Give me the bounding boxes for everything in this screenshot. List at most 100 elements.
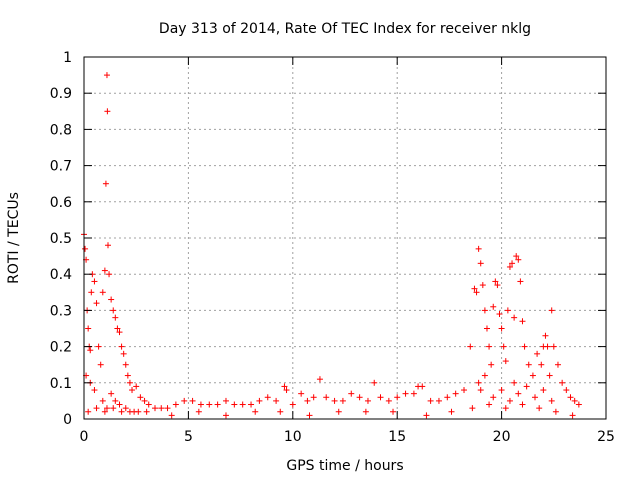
plot-frame	[83, 56, 607, 420]
data-point	[306, 412, 313, 419]
data-point	[469, 405, 476, 412]
data-point	[548, 307, 555, 314]
data-point	[104, 108, 111, 115]
data-point	[85, 408, 92, 415]
data-point	[99, 397, 106, 404]
data-point	[571, 397, 578, 404]
data-point	[523, 383, 530, 390]
data-point	[546, 372, 553, 379]
x-tick-label: 0	[80, 429, 89, 445]
x-tick-label: 20	[493, 429, 511, 445]
data-point	[486, 343, 493, 350]
data-point	[563, 387, 570, 394]
data-point	[410, 390, 417, 397]
data-point	[137, 394, 144, 401]
data-point	[135, 408, 142, 415]
data-point	[316, 376, 323, 383]
y-tick-label: 0.7	[50, 159, 72, 175]
data-point	[544, 343, 551, 350]
data-point	[452, 390, 459, 397]
data-point	[519, 318, 526, 325]
data-point	[515, 256, 522, 263]
data-point	[461, 387, 468, 394]
data-point	[151, 405, 158, 412]
data-point	[502, 358, 509, 365]
data-point	[511, 314, 518, 321]
data-point	[552, 408, 559, 415]
data-point	[364, 397, 371, 404]
data-point	[93, 405, 100, 412]
data-point	[91, 387, 98, 394]
data-point	[498, 387, 505, 394]
data-point	[486, 401, 493, 408]
data-point	[277, 408, 284, 415]
data-point	[483, 325, 490, 332]
data-point	[122, 405, 129, 412]
data-point	[575, 401, 582, 408]
data-point	[490, 394, 497, 401]
data-point	[427, 397, 434, 404]
data-point	[504, 307, 511, 314]
data-point	[475, 245, 482, 252]
y-tick-labels: 0 0.1 0.2 0.3 0.4 0.5 0.6 0.7 0.8 0.9 1	[50, 50, 72, 428]
data-point	[362, 408, 369, 415]
data-point	[116, 401, 123, 408]
data-point	[479, 282, 486, 289]
data-point	[331, 397, 338, 404]
data-point	[95, 343, 102, 350]
data-point	[513, 253, 520, 260]
data-point	[511, 379, 518, 386]
data-point	[517, 278, 524, 285]
y-tick-label: 0.5	[50, 231, 72, 247]
data-point	[222, 397, 229, 404]
data-point	[448, 408, 455, 415]
data-point	[116, 329, 123, 336]
y-axis-label: ROTI / TECUs	[6, 192, 22, 284]
data-point	[133, 383, 140, 390]
data-point	[101, 408, 108, 415]
data-point	[91, 278, 98, 285]
data-point	[222, 412, 229, 419]
data-point	[477, 260, 484, 267]
data-point	[335, 408, 342, 415]
data-point	[85, 325, 92, 332]
y-tick-label: 0	[63, 412, 72, 428]
data-points	[81, 72, 582, 419]
data-point	[394, 394, 401, 401]
data-point	[419, 383, 426, 390]
data-point	[323, 394, 330, 401]
data-point	[310, 394, 317, 401]
data-point	[298, 390, 305, 397]
data-point	[126, 408, 133, 415]
data-point	[172, 401, 179, 408]
data-point	[498, 325, 505, 332]
data-point	[402, 390, 409, 397]
data-point	[490, 303, 497, 310]
data-point	[264, 394, 271, 401]
data-point	[231, 401, 238, 408]
data-point	[481, 307, 488, 314]
data-point	[108, 390, 115, 397]
data-point	[371, 379, 378, 386]
data-point	[168, 412, 175, 419]
y-tick-label: 0.8	[50, 122, 72, 138]
data-point	[348, 390, 355, 397]
data-point	[492, 278, 499, 285]
data-point	[239, 401, 246, 408]
data-point	[521, 343, 528, 350]
data-point	[129, 387, 136, 394]
data-point	[114, 325, 121, 332]
grid	[84, 57, 606, 419]
data-point	[197, 401, 204, 408]
data-point	[87, 347, 94, 354]
data-point	[554, 361, 561, 368]
data-point	[444, 394, 451, 401]
data-point	[88, 289, 95, 296]
x-axis-label: GPS time / hours	[286, 458, 403, 474]
data-point	[339, 397, 346, 404]
data-point	[214, 401, 221, 408]
data-point	[569, 412, 576, 419]
data-point	[540, 387, 547, 394]
data-point	[126, 379, 133, 386]
